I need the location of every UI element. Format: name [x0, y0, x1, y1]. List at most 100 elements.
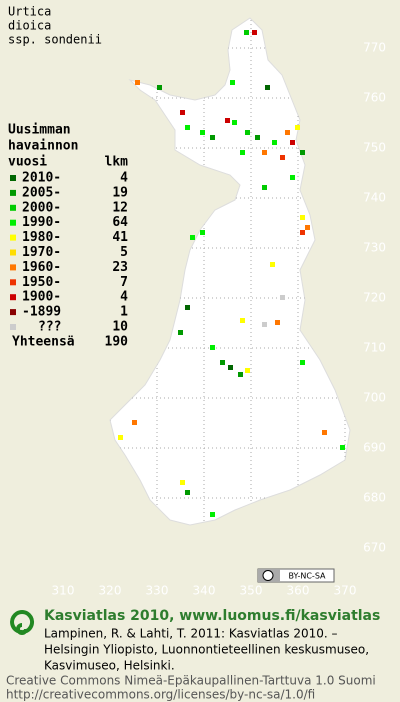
legend-swatch [10, 324, 16, 330]
grid-label: 700 [363, 391, 386, 405]
legend-swatch [10, 279, 16, 286]
observation [132, 420, 137, 425]
badge-circle [262, 570, 274, 581]
legend-count: 4 [120, 290, 128, 305]
observation [200, 130, 205, 135]
observation [240, 318, 245, 323]
grid-label: 680 [363, 491, 386, 505]
observation [272, 140, 277, 145]
legend-count: 12 [112, 200, 128, 215]
observation [300, 360, 305, 365]
legend-label: 1970- [22, 245, 61, 260]
footer-title: Kasviatlas 2010, www.luomus.fi/kasviatla… [44, 608, 380, 624]
title-line: Urtica [8, 5, 51, 19]
observation [255, 135, 260, 140]
footer: Kasviatlas 2010, www.luomus.fi/kasviatla… [6, 608, 380, 702]
legend-heading: vuosi [8, 155, 47, 170]
observation [245, 130, 250, 135]
legend-label: -1899 [22, 305, 61, 320]
legend-swatch [10, 204, 16, 211]
legend-count: 1 [120, 305, 128, 320]
legend-count-heading: lkm [105, 155, 129, 170]
observation [118, 435, 123, 440]
legend-label: 1960- [22, 260, 61, 275]
legend-count: 5 [120, 245, 128, 260]
observation [322, 430, 327, 435]
observation [300, 150, 305, 155]
observation [225, 118, 230, 123]
legend-swatch [10, 249, 16, 256]
observation [280, 155, 285, 160]
observation [262, 322, 267, 327]
grid-label: 370 [334, 584, 357, 598]
observation [157, 85, 162, 90]
grid-label: 690 [363, 441, 386, 455]
observation [300, 230, 305, 235]
license: http://creativecommons.org/licenses/by-n… [6, 688, 315, 702]
legend-label: 1900- [22, 290, 61, 305]
grid-label: 340 [193, 584, 216, 598]
title-line: ssp. sondenii [8, 33, 102, 47]
citation: Kasvimuseo, Helsinki. [44, 659, 175, 673]
grid-label: 330 [146, 584, 169, 598]
legend-heading: Uusimman [8, 123, 71, 138]
legend: Uusimman havainnon vuosi lkm 2010- 4 2005-… [8, 123, 128, 350]
legend-label: 2005- [22, 185, 61, 200]
grid-label: 760 [363, 91, 386, 105]
observation [228, 365, 233, 370]
legend-label: 2010- [22, 171, 61, 186]
grid-label: 720 [363, 291, 386, 305]
legend-swatch [10, 309, 16, 316]
legend-label: ??? [38, 320, 61, 335]
grid-label: 710 [363, 341, 386, 355]
legend-swatch [10, 234, 16, 241]
observation [290, 175, 295, 180]
grid-label: 770 [363, 41, 386, 55]
grid-label: 670 [363, 541, 386, 555]
observation [238, 372, 243, 377]
observation [185, 305, 190, 310]
legend-count: 7 [120, 275, 128, 290]
citation: Helsingin Yliopisto, Luonnontieteellinen… [44, 643, 369, 657]
grid-label: 750 [363, 141, 386, 155]
observation [232, 120, 237, 125]
logo [10, 610, 35, 635]
legend-total-label: Yhteensä [12, 334, 75, 349]
observation [252, 30, 257, 35]
title: Urtica dioica ssp. sondenii [8, 5, 102, 47]
observation [300, 215, 305, 220]
grid-label: 730 [363, 241, 386, 255]
legend-swatch [10, 189, 16, 196]
observation [210, 345, 215, 350]
observation [262, 150, 267, 155]
legend-swatch [10, 219, 16, 226]
license: Creative Commons Nimeä-Epäkaupallinen-Ta… [6, 674, 376, 688]
observation [230, 80, 235, 85]
observation [295, 125, 300, 130]
legend-count: 4 [120, 171, 128, 186]
legend-heading: havainnon [8, 139, 78, 154]
observation [220, 360, 225, 365]
observation [245, 368, 250, 373]
legend-label: 1990- [22, 215, 61, 230]
legend-swatch [10, 264, 16, 271]
observation [305, 225, 310, 230]
legend-label: 2000- [22, 200, 61, 215]
observation [244, 30, 249, 35]
observation [285, 130, 290, 135]
legend-total: 190 [105, 334, 129, 349]
title-line: dioica [8, 19, 51, 33]
grid-label: 320 [99, 584, 122, 598]
observation [190, 235, 195, 240]
legend-swatch [10, 175, 16, 181]
observation [340, 445, 345, 450]
observation [178, 330, 183, 335]
observation [185, 490, 190, 495]
legend-label: 1980- [22, 230, 61, 245]
legend-count: 23 [112, 260, 128, 275]
grid-label: 310 [52, 584, 75, 598]
legend-count: 64 [112, 215, 128, 230]
observation [200, 230, 205, 235]
grid-label: 740 [363, 191, 386, 205]
